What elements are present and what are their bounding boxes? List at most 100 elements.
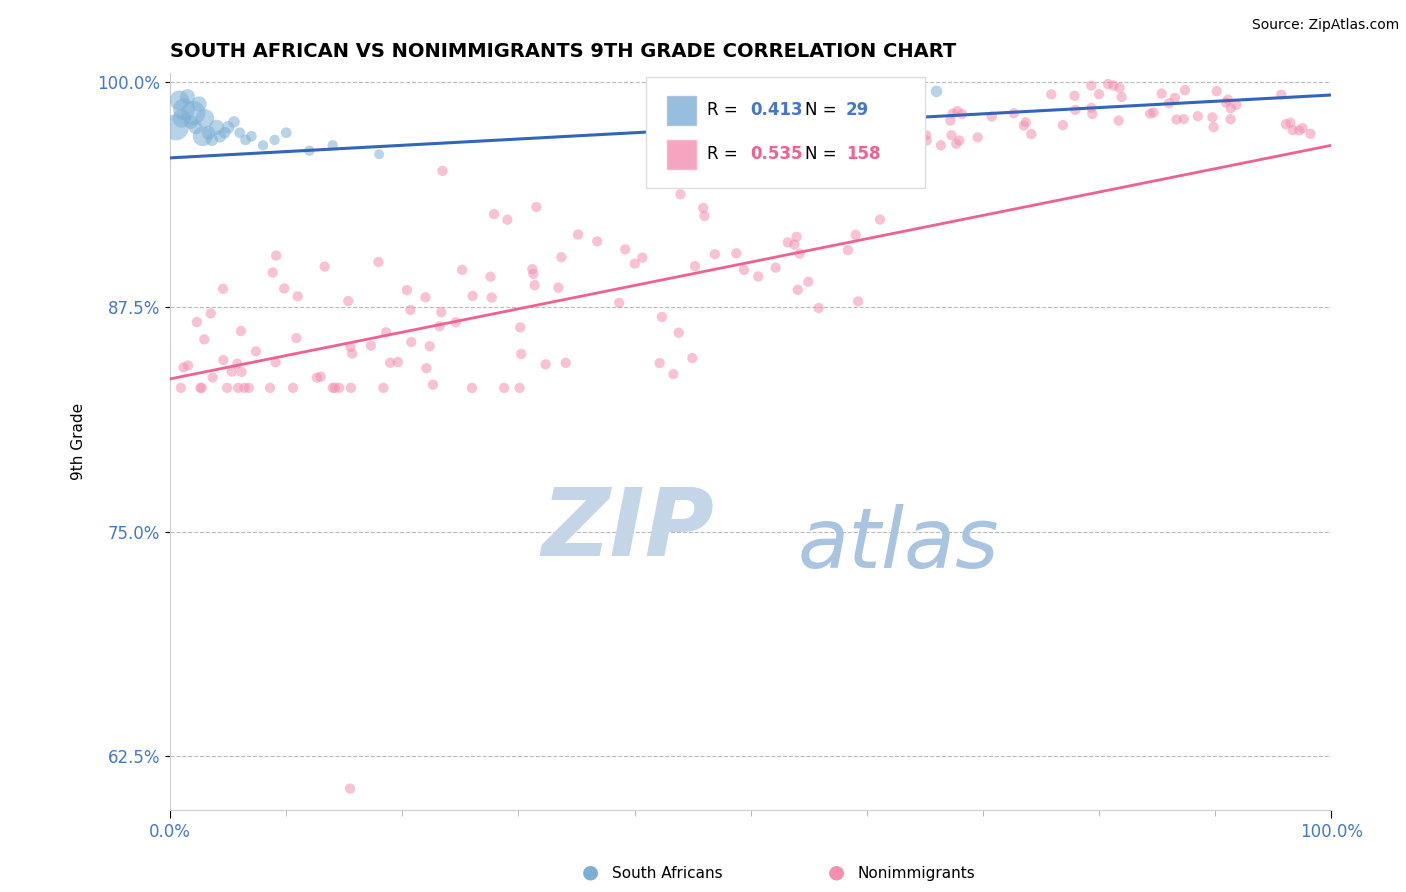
Point	[966, 130, 988, 145]
Point	[1015, 115, 1038, 129]
Point	[461, 381, 484, 395]
Point	[231, 365, 253, 379]
Point	[481, 291, 503, 305]
Point	[240, 129, 263, 144]
Point	[387, 355, 409, 369]
Point	[180, 115, 202, 129]
Point	[693, 209, 716, 223]
Point	[883, 138, 905, 153]
Point	[776, 235, 799, 250]
Point	[942, 106, 965, 120]
Point	[747, 269, 769, 284]
Point	[510, 347, 533, 361]
Point	[222, 115, 245, 129]
Point	[429, 319, 451, 334]
Text: 0.413: 0.413	[751, 102, 803, 120]
Point	[214, 126, 236, 140]
Point	[1088, 87, 1111, 102]
Point	[614, 243, 637, 257]
Point	[925, 84, 948, 98]
Point	[305, 370, 328, 384]
Point	[786, 229, 808, 244]
Point	[399, 302, 422, 317]
Point	[190, 381, 212, 395]
Point	[205, 120, 228, 135]
Point	[725, 246, 748, 260]
Text: N =: N =	[806, 102, 842, 120]
Point	[834, 138, 856, 153]
Point	[181, 106, 204, 120]
Point	[415, 290, 437, 304]
Point	[169, 94, 191, 108]
Point	[1187, 109, 1209, 123]
Point	[522, 262, 544, 277]
Point	[1279, 116, 1302, 130]
Point	[893, 136, 915, 151]
Point	[842, 138, 865, 153]
Point	[262, 266, 284, 280]
Point	[789, 246, 811, 260]
Point	[188, 97, 211, 112]
Point	[904, 138, 927, 153]
Point	[285, 331, 308, 345]
Point	[367, 255, 389, 269]
Text: Source: ZipAtlas.com: Source: ZipAtlas.com	[1251, 18, 1399, 32]
Point	[339, 340, 361, 354]
Text: ●: ●	[582, 863, 599, 881]
Point	[509, 381, 531, 395]
Point	[1291, 121, 1313, 136]
FancyBboxPatch shape	[647, 77, 925, 187]
Point	[1174, 83, 1197, 97]
Point	[197, 126, 219, 140]
Point	[238, 381, 260, 395]
Point	[235, 133, 257, 147]
Y-axis label: 9th Grade: 9th Grade	[72, 403, 86, 480]
Point	[208, 129, 231, 144]
Point	[869, 212, 891, 227]
Text: 158: 158	[846, 145, 880, 163]
Point	[879, 128, 901, 142]
Point	[170, 381, 193, 395]
Point	[226, 381, 249, 395]
Point	[173, 103, 195, 117]
Point	[1164, 91, 1187, 105]
Point	[395, 283, 418, 297]
Point	[522, 267, 544, 281]
Point	[245, 344, 267, 359]
Point	[212, 353, 235, 368]
Point	[314, 260, 336, 274]
Point	[259, 381, 281, 395]
Point	[201, 133, 224, 147]
Point	[496, 212, 519, 227]
Point	[200, 306, 222, 320]
Text: R =: R =	[707, 102, 742, 120]
Point	[401, 334, 423, 349]
Point	[328, 381, 350, 395]
Point	[846, 294, 869, 309]
Point	[509, 320, 531, 334]
Point	[737, 153, 759, 168]
Point	[941, 128, 963, 143]
Point	[229, 126, 252, 140]
Point	[217, 381, 239, 395]
Point	[233, 381, 256, 395]
Text: N =: N =	[806, 145, 842, 163]
Point	[1202, 120, 1225, 134]
Point	[586, 235, 609, 249]
Point	[1166, 112, 1188, 127]
Point	[807, 301, 830, 315]
Point	[1019, 127, 1042, 141]
Point	[193, 332, 215, 346]
Point	[837, 243, 859, 257]
Point	[461, 289, 484, 303]
Point	[419, 339, 441, 353]
Point	[692, 201, 714, 215]
Point	[322, 381, 344, 395]
Point	[860, 132, 883, 146]
Point	[1063, 88, 1085, 103]
Point	[194, 112, 217, 126]
Point	[929, 138, 952, 153]
Bar	[666, 140, 696, 169]
Point	[1299, 127, 1322, 141]
Point	[1288, 123, 1310, 137]
